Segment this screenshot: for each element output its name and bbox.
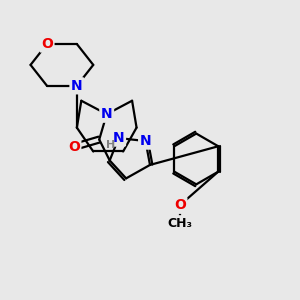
Text: H: H	[106, 140, 115, 150]
Text: N: N	[101, 107, 112, 121]
Text: O: O	[174, 198, 186, 212]
Text: N: N	[140, 134, 151, 148]
Text: N: N	[71, 79, 83, 93]
Text: N: N	[113, 131, 124, 145]
Text: O: O	[41, 37, 53, 51]
Text: CH₃: CH₃	[167, 217, 192, 230]
Text: O: O	[68, 140, 80, 154]
